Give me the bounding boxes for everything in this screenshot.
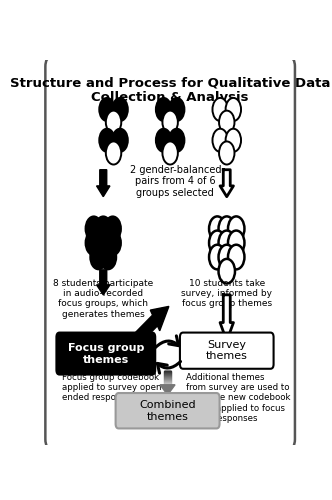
Circle shape xyxy=(95,230,112,255)
Circle shape xyxy=(95,216,112,241)
Text: Structure and Process for Qualitative Data
Collection & Analysis: Structure and Process for Qualitative Da… xyxy=(10,76,330,104)
Polygon shape xyxy=(160,385,175,395)
Circle shape xyxy=(226,98,241,121)
Circle shape xyxy=(156,128,171,152)
Circle shape xyxy=(226,128,241,152)
Polygon shape xyxy=(97,270,110,295)
Circle shape xyxy=(212,128,228,152)
Polygon shape xyxy=(220,170,233,196)
Text: 8 students participate
in audio-recorded
focus groups, which
generates themes: 8 students participate in audio-recorded… xyxy=(53,278,153,319)
Circle shape xyxy=(162,110,178,134)
Text: Survey
themes: Survey themes xyxy=(206,340,248,361)
FancyArrowPatch shape xyxy=(155,336,179,347)
Circle shape xyxy=(169,128,185,152)
Circle shape xyxy=(218,230,235,255)
Text: Focus group
themes: Focus group themes xyxy=(68,343,144,364)
Circle shape xyxy=(105,230,121,255)
Text: 10 students take
survey, informed by
focus group themes: 10 students take survey, informed by foc… xyxy=(181,278,272,308)
Circle shape xyxy=(86,216,102,241)
FancyBboxPatch shape xyxy=(180,332,274,369)
Circle shape xyxy=(218,216,235,241)
Circle shape xyxy=(219,110,234,134)
FancyBboxPatch shape xyxy=(56,332,155,374)
Polygon shape xyxy=(130,306,169,348)
FancyBboxPatch shape xyxy=(116,393,219,428)
Polygon shape xyxy=(97,170,110,196)
Circle shape xyxy=(209,216,225,241)
Circle shape xyxy=(228,230,244,255)
Circle shape xyxy=(100,244,116,270)
Circle shape xyxy=(228,244,244,270)
Circle shape xyxy=(113,128,128,152)
Circle shape xyxy=(218,244,235,270)
Circle shape xyxy=(99,98,115,121)
Circle shape xyxy=(86,230,102,255)
Polygon shape xyxy=(220,295,233,341)
Text: Combined
themes: Combined themes xyxy=(139,400,196,421)
Circle shape xyxy=(106,142,121,165)
Text: 2 gender-balanced
pairs from 4 of 6
groups selected: 2 gender-balanced pairs from 4 of 6 grou… xyxy=(129,164,221,198)
Circle shape xyxy=(169,98,185,121)
Circle shape xyxy=(219,142,234,165)
Circle shape xyxy=(209,244,225,270)
Text: Additional themes
from survey are used to
generate new codebook
that is applied : Additional themes from survey are used t… xyxy=(186,372,290,423)
Text: Focus group codebook
applied to survey open-
ended responses: Focus group codebook applied to survey o… xyxy=(62,372,165,402)
Circle shape xyxy=(228,216,244,241)
Circle shape xyxy=(209,230,225,255)
Circle shape xyxy=(162,142,178,165)
FancyBboxPatch shape xyxy=(45,57,295,449)
Circle shape xyxy=(99,128,115,152)
Circle shape xyxy=(212,98,228,121)
Circle shape xyxy=(156,98,171,121)
FancyArrowPatch shape xyxy=(157,362,181,373)
Circle shape xyxy=(113,98,128,121)
Circle shape xyxy=(90,244,107,270)
Circle shape xyxy=(105,216,121,241)
Circle shape xyxy=(218,259,235,283)
Circle shape xyxy=(106,110,121,134)
